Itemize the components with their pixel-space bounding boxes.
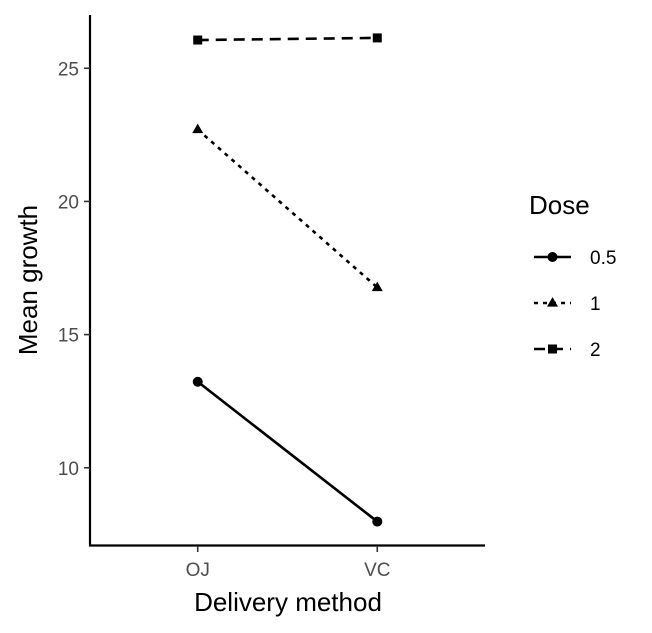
legend-key-marker — [546, 297, 559, 307]
data-point — [192, 123, 204, 134]
legend-label: 0.5 — [590, 248, 616, 269]
legend-key-marker — [548, 344, 557, 354]
legend-label: 1 — [590, 294, 601, 315]
data-point — [372, 516, 383, 527]
y-tick-label: 20 — [58, 192, 79, 213]
data-point — [371, 281, 383, 292]
y-tick-label: 25 — [58, 59, 79, 80]
series-line — [196, 380, 379, 523]
x-tick-label: OJ — [186, 560, 210, 581]
legend: Dose 0.5 1 2 — [529, 190, 616, 361]
series-circle — [192, 376, 383, 527]
legend-item: 2 — [534, 340, 601, 361]
series-triangle — [192, 123, 383, 292]
legend-item: 0.5 — [534, 248, 616, 269]
data-point — [192, 376, 203, 387]
y-tick-label: 15 — [58, 326, 79, 347]
legend-key-marker — [547, 252, 558, 262]
legend-item: 1 — [534, 294, 601, 315]
series-line — [197, 36, 378, 42]
legend-title: Dose — [529, 190, 590, 220]
y-axis-ticks: 10 15 20 25 — [58, 59, 90, 480]
x-tick-label: VC — [364, 560, 390, 581]
series-square — [193, 33, 382, 45]
series-line — [196, 128, 379, 289]
series-layer — [192, 33, 383, 527]
y-tick-label: 10 — [58, 459, 79, 480]
x-axis-ticks: OJ VC — [186, 546, 390, 581]
data-point — [372, 33, 382, 43]
x-axis-title: Delivery method — [194, 587, 382, 617]
data-point — [193, 35, 203, 45]
y-axis-title: Mean growth — [13, 205, 43, 355]
legend-label: 2 — [590, 340, 601, 361]
